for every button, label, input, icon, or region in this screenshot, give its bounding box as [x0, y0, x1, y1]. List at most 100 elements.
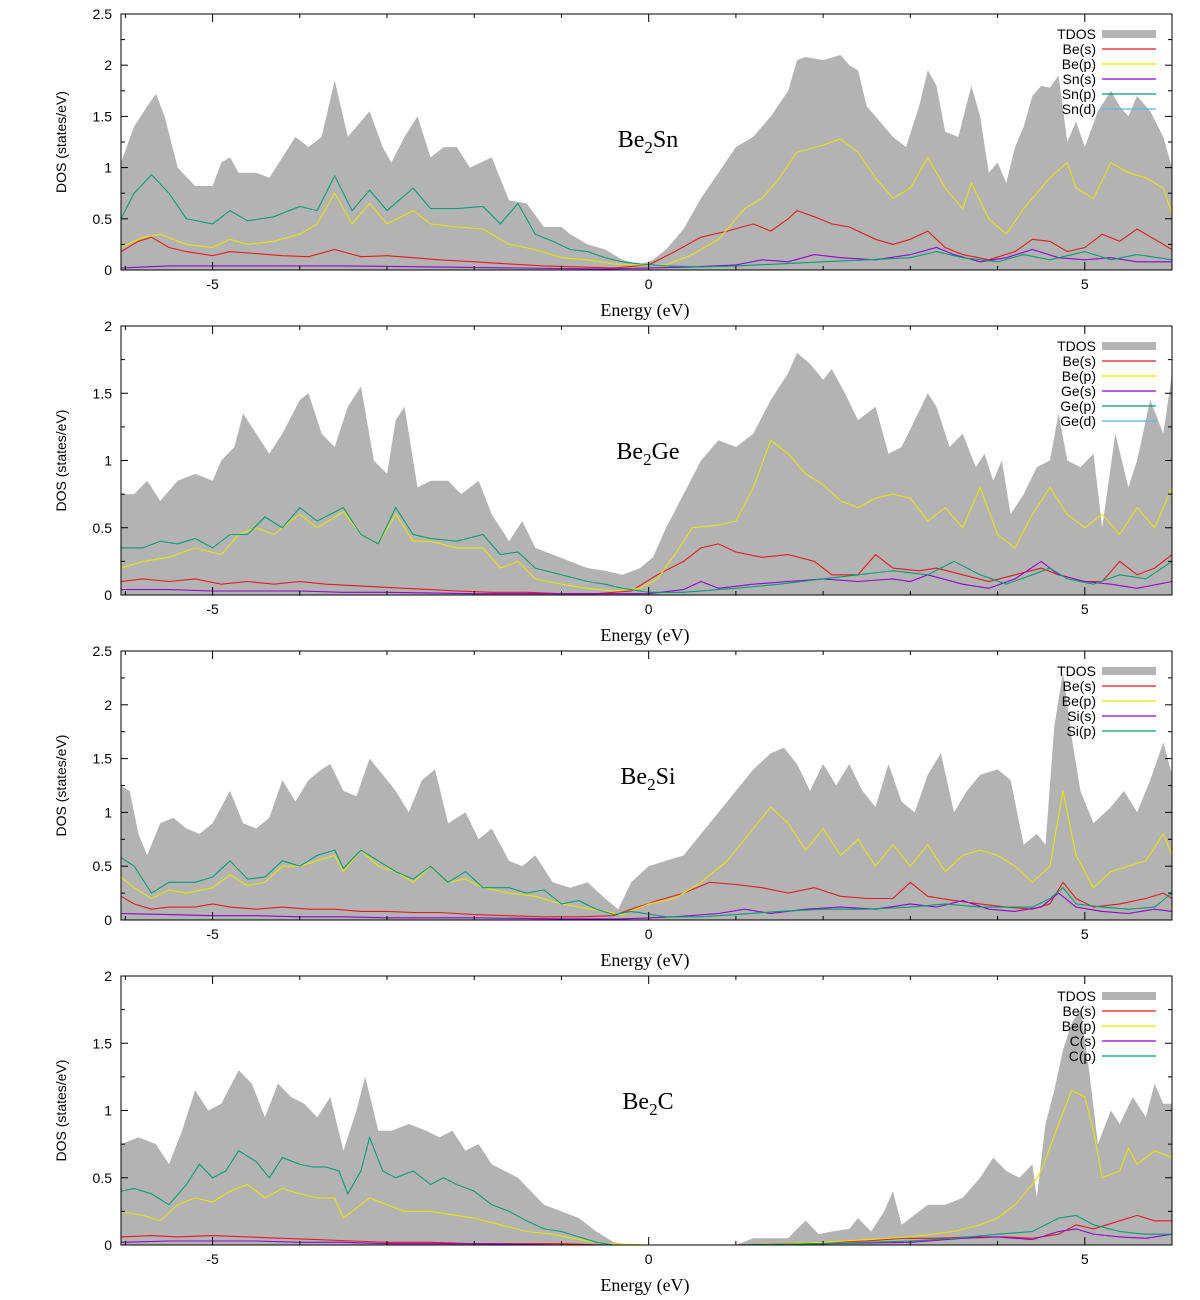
y-tick-label: 1.5: [93, 385, 113, 401]
title-subscript: 2: [643, 450, 652, 469]
legend-label: C(s): [1070, 1033, 1096, 1049]
legend-label: C(p): [1069, 1048, 1096, 1064]
x-tick-label: 5: [1081, 276, 1089, 292]
y-tick-label: 0: [104, 587, 112, 603]
title-subscript: 2: [644, 138, 653, 157]
title-be: Be: [620, 764, 647, 790]
compound-title: Be2C: [622, 1089, 673, 1119]
legend-label: Be(p): [1062, 56, 1096, 72]
line-be-p: [121, 439, 1172, 592]
y-axis-label: DOS (states/eV): [53, 735, 69, 837]
line-x-p: [121, 506, 1172, 593]
x-tick-label: 5: [1081, 601, 1089, 617]
plot-area: [121, 672, 1172, 920]
y-axis-label: DOS (states/eV): [53, 410, 69, 512]
legend-label: TDOS: [1057, 663, 1096, 679]
legend-label: TDOS: [1057, 988, 1096, 1004]
legend-label: Si(s): [1067, 708, 1096, 724]
y-tick-label: 2.5: [93, 6, 113, 22]
y-tick-label: 0: [104, 1237, 112, 1253]
y-tick-label: 1.5: [93, 108, 113, 124]
y-axis-label: DOS (states/eV): [53, 1060, 69, 1162]
title-element: Si: [656, 764, 676, 790]
dos-panel-sn: 0 0.5 1 1.5 2 2.5 -5 0 5 Energy (eV) DOS (states/e…: [53, 6, 1173, 321]
plot-area: [121, 55, 1172, 270]
dos-panel-c: 0 0.5 1 1.5 2 -5 0 5 Energy (eV) DOS (states/eV) B…: [53, 968, 1173, 1296]
x-tick-label: -5: [206, 601, 219, 617]
x-tick-label: -5: [206, 1251, 219, 1267]
line-x-s: [121, 560, 1172, 595]
legend-label: Ge(d): [1060, 413, 1096, 429]
x-tick-label: -5: [206, 926, 219, 942]
legend-label: Si(p): [1066, 723, 1096, 739]
line-be-p: [121, 1089, 1172, 1245]
y-tick-label: 1.5: [93, 751, 113, 767]
y-tick-label: 0: [104, 262, 112, 278]
y-tick-label: 2.5: [93, 643, 113, 659]
title-subscript: 2: [647, 775, 656, 794]
y-tick-label: 1: [104, 804, 112, 820]
x-axis-label: Energy (eV): [600, 950, 689, 971]
line-be-p: [121, 790, 1172, 916]
y-tick-label: 0.5: [93, 520, 113, 536]
legend-label: Be(s): [1063, 353, 1096, 369]
tdos-area: [121, 672, 1172, 920]
legend-label: Be(p): [1062, 1018, 1096, 1034]
y-tick-label: 1: [104, 160, 112, 176]
x-tick-label: 0: [645, 276, 653, 292]
tdos-area: [121, 352, 1172, 595]
line-x-s: [121, 892, 1172, 920]
line-be-s: [121, 543, 1172, 595]
title-subscript: 2: [649, 1100, 658, 1119]
y-tick-label: 0: [104, 912, 112, 928]
x-axis-label: Energy (eV): [600, 300, 689, 321]
y-tick-label: 2: [104, 968, 112, 984]
y-tick-label: 1: [104, 1103, 112, 1119]
legend-label: Be(p): [1062, 693, 1096, 709]
y-tick-label: 1.5: [93, 1035, 113, 1051]
y-tick-label: 0.5: [93, 211, 113, 227]
compound-title: Be2Si: [620, 764, 676, 794]
x-axis-label: Energy (eV): [600, 625, 689, 646]
legend-label: Ge(p): [1060, 398, 1096, 414]
y-tick-label: 1: [104, 453, 112, 469]
compound-title: Be2Sn: [618, 127, 679, 157]
title-element: Sn: [653, 127, 678, 153]
dos-panel-si: 0 0.5 1 1.5 2 2.5 -5 0 5 Energy (eV) DOS (states/e…: [53, 643, 1173, 971]
legend-label: Be(s): [1063, 678, 1096, 694]
legend-label: Be(s): [1063, 1003, 1096, 1019]
line-be-p: [121, 138, 1172, 266]
legend-label: TDOS: [1057, 338, 1096, 354]
x-tick-label: 0: [645, 926, 653, 942]
legend-label: TDOS: [1057, 26, 1096, 42]
legend-label: Ge(s): [1061, 383, 1096, 399]
legend-label: Sn(d): [1062, 101, 1096, 117]
legend-label: Sn(p): [1062, 86, 1096, 102]
y-tick-label: 0.5: [93, 858, 113, 874]
y-tick-label: 0.5: [93, 1170, 113, 1186]
y-axis-label: DOS (states/eV): [53, 91, 69, 193]
line-x-p: [121, 174, 1172, 268]
title-be: Be: [616, 439, 643, 465]
legend-label: Be(p): [1062, 368, 1096, 384]
title-element: C: [658, 1089, 674, 1115]
x-tick-label: -5: [206, 276, 219, 292]
x-tick-label: 5: [1081, 926, 1089, 942]
tdos-area: [121, 1009, 1172, 1245]
line-x-p: [121, 1135, 1172, 1245]
x-axis-label: Energy (eV): [600, 1275, 689, 1296]
compound-title: Be2Ge: [616, 439, 679, 469]
plot-area: [121, 352, 1172, 595]
title-be: Be: [622, 1089, 649, 1115]
plot-area: [121, 1009, 1172, 1245]
x-tick-label: 0: [645, 601, 653, 617]
y-tick-label: 2: [104, 57, 112, 73]
line-x-p: [121, 849, 1172, 918]
dos-panel-ge: 0 0.5 1 1.5 2 -5 0 5 Energy (eV) DOS (states/eV) B…: [53, 318, 1173, 646]
legend-label: Be(s): [1063, 41, 1096, 57]
